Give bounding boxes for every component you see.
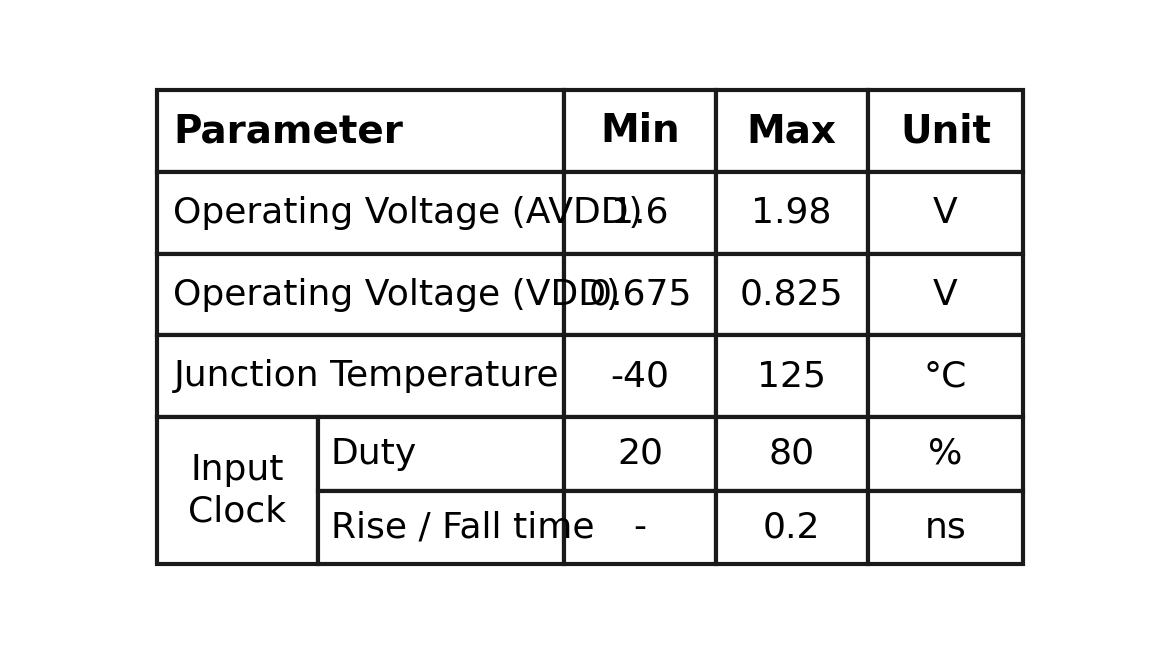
Bar	[717, 253, 867, 336]
Text: V: V	[933, 196, 957, 230]
Bar	[318, 417, 564, 491]
Text: 0.2: 0.2	[763, 511, 820, 544]
Bar	[867, 172, 1023, 253]
Bar	[867, 491, 1023, 564]
Bar	[158, 172, 564, 253]
Bar	[717, 417, 867, 491]
Text: -: -	[634, 511, 646, 544]
Bar	[717, 90, 867, 172]
Text: Unit: Unit	[900, 112, 991, 150]
Text: 80: 80	[768, 437, 814, 471]
Bar	[867, 90, 1023, 172]
Bar	[564, 253, 717, 336]
Text: Rise / Fall time: Rise / Fall time	[331, 511, 594, 544]
Text: -40: -40	[611, 359, 669, 393]
Text: 20: 20	[617, 437, 664, 471]
Bar	[158, 336, 564, 417]
Text: Duty: Duty	[331, 437, 417, 471]
Bar	[318, 491, 564, 564]
Bar	[867, 417, 1023, 491]
Bar	[564, 336, 717, 417]
Text: Junction Temperature: Junction Temperature	[174, 359, 559, 393]
Text: °C: °C	[924, 359, 968, 393]
Text: 0.675: 0.675	[589, 277, 692, 312]
Bar	[564, 491, 717, 564]
Bar	[867, 253, 1023, 336]
Bar	[717, 336, 867, 417]
Bar	[867, 336, 1023, 417]
Bar	[564, 172, 717, 253]
Bar	[717, 491, 867, 564]
Text: Parameter: Parameter	[174, 112, 403, 150]
Bar	[717, 172, 867, 253]
Text: Input
Clock: Input Clock	[189, 453, 287, 529]
Text: Min: Min	[600, 112, 680, 150]
Text: 1.6: 1.6	[612, 196, 669, 230]
Text: ns: ns	[925, 511, 967, 544]
Text: Operating Voltage (AVDD): Operating Voltage (AVDD)	[174, 196, 643, 230]
Text: 0.825: 0.825	[740, 277, 843, 312]
Text: Operating Voltage (VDD): Operating Voltage (VDD)	[174, 277, 621, 312]
Text: Max: Max	[746, 112, 836, 150]
Bar	[158, 90, 564, 172]
Bar	[158, 417, 318, 564]
Text: 125: 125	[757, 359, 826, 393]
Text: %: %	[929, 437, 963, 471]
Text: 1.98: 1.98	[751, 196, 832, 230]
Bar	[564, 90, 717, 172]
Bar	[158, 253, 564, 336]
Bar	[564, 417, 717, 491]
Text: V: V	[933, 277, 957, 312]
